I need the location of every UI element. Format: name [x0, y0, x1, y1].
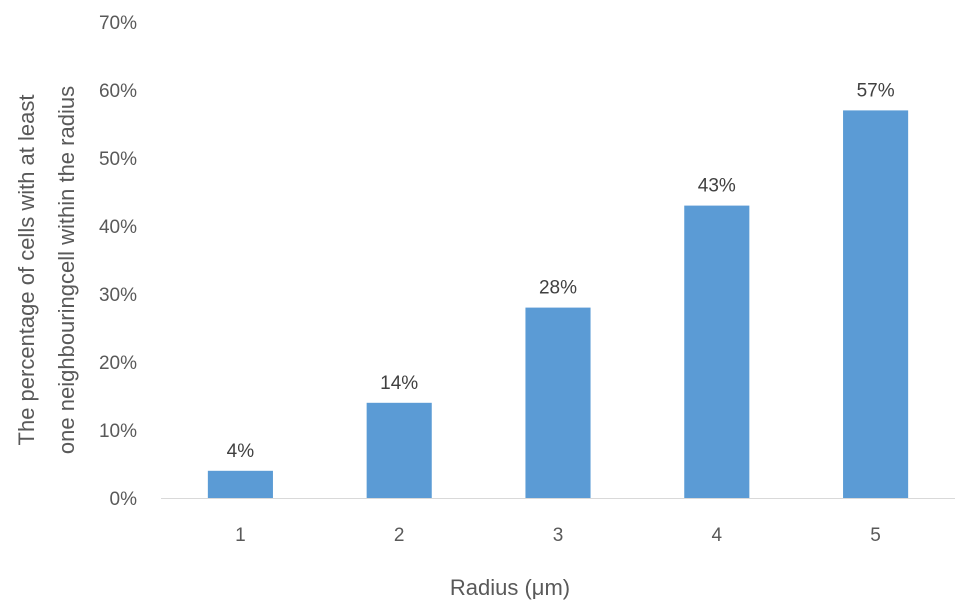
y-tick-label: 50% [99, 149, 137, 170]
bar-value-label: 57% [857, 80, 895, 101]
y-axis-ticks: 0% 10% 20% 30% 40% 50% 60% 70% [99, 13, 137, 510]
y-tick-label: 70% [99, 13, 137, 34]
x-tick-label: 4 [712, 525, 723, 546]
x-axis-ticks: 1 2 3 4 5 [235, 525, 881, 546]
bar [684, 205, 750, 498]
y-tick-label: 20% [99, 353, 137, 374]
bars [207, 110, 909, 499]
y-axis-title-line-1: The percentage of cells with at least [14, 95, 39, 446]
bar [366, 402, 432, 498]
y-tick-label: 60% [99, 81, 137, 102]
bar-value-labels: 4% 14% 28% 43% 57% [227, 80, 895, 461]
bar-value-label: 43% [698, 176, 736, 197]
y-axis-title: The percentage of cells with at least on… [14, 86, 79, 454]
x-tick-label: 2 [394, 525, 405, 546]
x-axis-title: Radius (μm) [450, 575, 570, 600]
y-tick-label: 0% [110, 489, 138, 510]
y-tick-label: 10% [99, 421, 137, 442]
x-tick-label: 5 [870, 525, 881, 546]
y-tick-label: 30% [99, 285, 137, 306]
bar-value-label: 28% [539, 278, 577, 299]
y-axis-title-line-2: one neighbouringcell within the radius [54, 86, 79, 454]
bar-value-label: 14% [380, 373, 418, 394]
y-tick-label: 40% [99, 217, 137, 238]
bar [207, 470, 273, 498]
x-tick-label: 1 [235, 525, 246, 546]
bar [525, 307, 591, 498]
x-tick-label: 3 [553, 525, 564, 546]
bar-value-label: 4% [227, 441, 255, 462]
bar [843, 110, 909, 499]
